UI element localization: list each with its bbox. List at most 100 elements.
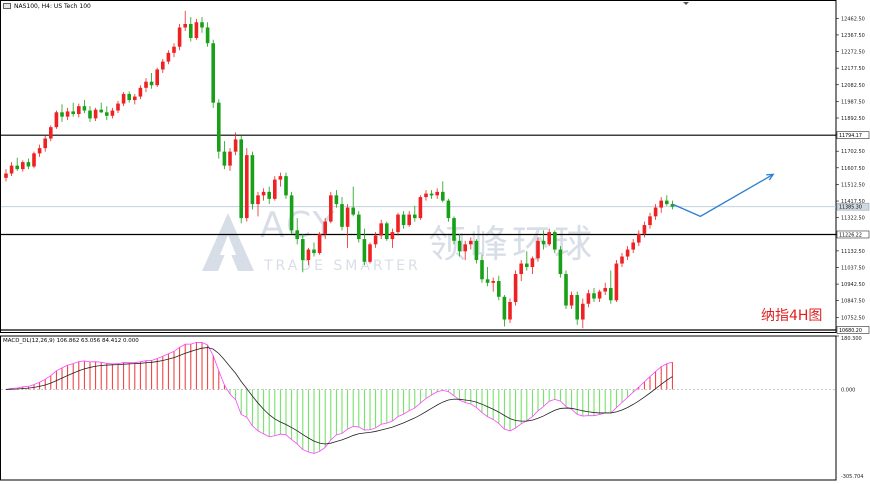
candle-body[interactable] xyxy=(205,27,210,44)
candle-body[interactable] xyxy=(413,214,417,219)
candle-body[interactable] xyxy=(457,240,462,252)
candle-body[interactable] xyxy=(597,291,602,299)
candle-body[interactable] xyxy=(396,214,400,233)
candle-body[interactable] xyxy=(93,109,98,119)
candle-body[interactable] xyxy=(116,103,120,111)
candle-body[interactable] xyxy=(323,221,327,234)
candle-body[interactable] xyxy=(452,218,456,241)
candle-body[interactable] xyxy=(133,96,137,101)
candle-body[interactable] xyxy=(373,235,378,245)
candle-body[interactable] xyxy=(603,288,607,292)
candle-body[interactable] xyxy=(49,127,53,139)
candle-body[interactable] xyxy=(239,139,243,219)
candle-body[interactable] xyxy=(351,207,355,215)
candle-body[interactable] xyxy=(620,256,624,264)
candle-body[interactable] xyxy=(177,27,182,47)
candle-body[interactable] xyxy=(26,162,31,167)
candle-body[interactable] xyxy=(21,162,25,170)
candle-body[interactable] xyxy=(155,69,159,86)
candle-body[interactable] xyxy=(665,200,669,205)
candle-body[interactable] xyxy=(15,165,19,170)
candle-body[interactable] xyxy=(670,204,675,207)
candle-body[interactable] xyxy=(390,232,395,240)
candle-body[interactable] xyxy=(295,230,299,240)
candle-body[interactable] xyxy=(446,200,451,219)
candle-body[interactable] xyxy=(502,296,507,320)
candle-body[interactable] xyxy=(121,93,126,104)
candle-body[interactable] xyxy=(429,193,434,196)
candle-body[interactable] xyxy=(110,110,115,116)
candle-body[interactable] xyxy=(211,43,215,103)
candle-body[interactable] xyxy=(474,240,479,261)
candle-body[interactable] xyxy=(217,102,221,152)
candle-body[interactable] xyxy=(401,214,406,226)
candle-body[interactable] xyxy=(4,173,8,178)
candle-body[interactable] xyxy=(88,110,92,119)
candle-body[interactable] xyxy=(407,214,411,226)
candle-body[interactable] xyxy=(648,216,652,226)
candle-body[interactable] xyxy=(37,148,42,154)
candle-body[interactable] xyxy=(637,233,641,243)
candle-body[interactable] xyxy=(301,239,305,261)
candle-body[interactable] xyxy=(418,197,423,219)
candle-body[interactable] xyxy=(289,195,294,231)
candle-body[interactable] xyxy=(43,138,47,149)
candle-body[interactable] xyxy=(228,151,232,166)
candle-body[interactable] xyxy=(642,225,647,234)
candle-body[interactable] xyxy=(581,303,585,320)
candle-body[interactable] xyxy=(261,191,266,196)
candle-body[interactable] xyxy=(435,191,439,196)
candle-body[interactable] xyxy=(513,274,518,303)
candle-body[interactable] xyxy=(659,200,663,208)
candle-body[interactable] xyxy=(525,263,529,268)
candle-body[interactable] xyxy=(469,240,473,245)
candle-body[interactable] xyxy=(653,207,658,217)
candle-body[interactable] xyxy=(200,22,204,28)
candle-body[interactable] xyxy=(222,151,227,166)
candle-body[interactable] xyxy=(256,195,260,205)
candle-body[interactable] xyxy=(65,111,70,117)
candle-body[interactable] xyxy=(161,61,165,70)
candle-body[interactable] xyxy=(9,165,14,174)
candle-body[interactable] xyxy=(609,288,613,301)
candle-body[interactable] xyxy=(82,106,87,111)
candle-body[interactable] xyxy=(575,295,579,320)
candle-body[interactable] xyxy=(250,155,255,205)
candle-body[interactable] xyxy=(553,232,557,250)
candle-body[interactable] xyxy=(519,263,523,275)
candle-body[interactable] xyxy=(284,176,288,196)
candle-body[interactable] xyxy=(536,240,540,259)
candle-body[interactable] xyxy=(368,244,372,262)
candle-body[interactable] xyxy=(127,93,131,101)
candle-body[interactable] xyxy=(491,281,495,283)
candle-body[interactable] xyxy=(233,139,238,152)
candle-body[interactable] xyxy=(144,81,148,88)
candle-body[interactable] xyxy=(172,46,176,53)
candle-body[interactable] xyxy=(441,191,445,201)
candle-body[interactable] xyxy=(547,232,551,245)
candle-body[interactable] xyxy=(357,214,361,240)
candle-body[interactable] xyxy=(194,22,199,38)
candle-body[interactable] xyxy=(329,195,333,222)
candle-body[interactable] xyxy=(564,274,568,306)
candle-body[interactable] xyxy=(558,249,563,275)
candle-body[interactable] xyxy=(569,295,574,306)
candle-body[interactable] xyxy=(334,195,339,205)
candle-body[interactable] xyxy=(345,207,350,227)
candle-body[interactable] xyxy=(71,111,75,115)
candle-body[interactable] xyxy=(379,223,383,236)
candle-body[interactable] xyxy=(166,52,171,62)
candle-body[interactable] xyxy=(614,263,619,301)
candle-body[interactable] xyxy=(183,23,187,28)
candle-body[interactable] xyxy=(54,112,59,128)
candle-body[interactable] xyxy=(541,240,546,245)
candle-body[interactable] xyxy=(485,279,490,283)
candle-body[interactable] xyxy=(317,233,322,254)
candle-body[interactable] xyxy=(497,281,501,297)
candle-body[interactable] xyxy=(245,155,249,219)
candle-body[interactable] xyxy=(99,109,103,113)
candle-body[interactable] xyxy=(77,106,81,115)
candle-body[interactable] xyxy=(586,293,591,304)
